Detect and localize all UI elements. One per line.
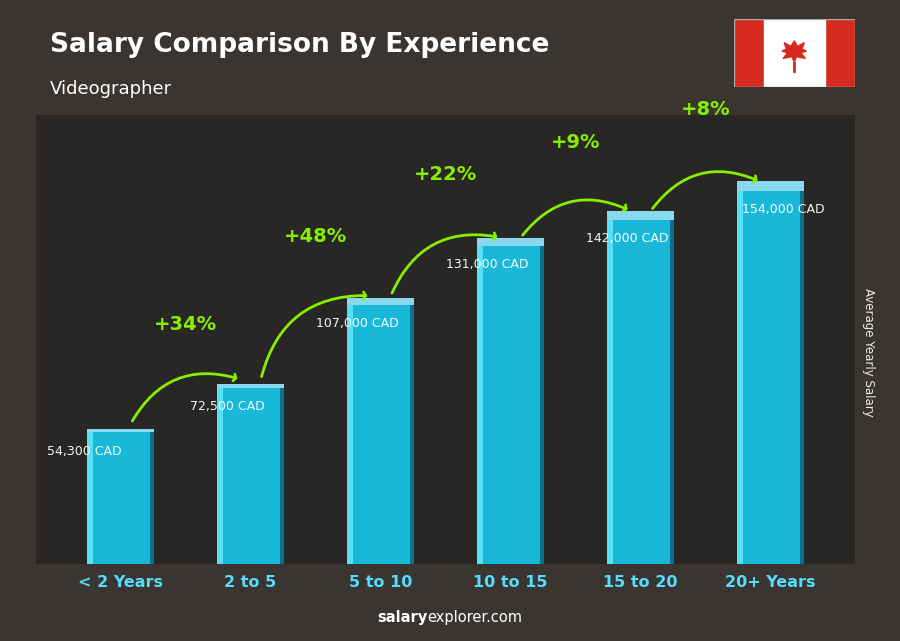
Text: +9%: +9% [551,133,600,153]
Bar [346,304,354,564]
FancyBboxPatch shape [346,298,414,304]
Bar [734,19,764,87]
Bar [86,433,94,564]
FancyBboxPatch shape [607,211,674,220]
Bar [477,246,544,564]
FancyBboxPatch shape [86,429,154,433]
Bar [737,190,805,564]
Text: +34%: +34% [154,315,217,335]
Text: Salary Comparison By Experience: Salary Comparison By Experience [50,32,549,58]
Text: 107,000 CAD: 107,000 CAD [316,317,399,329]
FancyBboxPatch shape [0,26,900,631]
Text: Average Yearly Salary: Average Yearly Salary [862,288,875,417]
Bar [737,190,743,564]
FancyBboxPatch shape [737,181,805,190]
Bar [217,388,284,564]
Bar [824,19,855,87]
Bar [607,220,674,564]
Text: 154,000 CAD: 154,000 CAD [742,203,824,215]
Bar [410,304,414,564]
Bar [477,246,483,564]
Bar [607,220,614,564]
Polygon shape [782,41,806,62]
Text: 131,000 CAD: 131,000 CAD [446,258,528,272]
FancyBboxPatch shape [477,238,544,246]
Text: 72,500 CAD: 72,500 CAD [190,401,265,413]
Text: Videographer: Videographer [50,80,172,98]
Text: +8%: +8% [680,100,730,119]
FancyBboxPatch shape [217,384,284,388]
Bar [764,19,824,87]
Bar [670,220,674,564]
Bar [149,433,154,564]
Bar [346,304,414,564]
Bar [217,388,223,564]
Bar [540,246,544,564]
Text: salary: salary [377,610,427,625]
Text: +48%: +48% [284,227,347,246]
Bar [280,388,284,564]
Text: +22%: +22% [414,165,477,183]
Bar [799,190,805,564]
Text: explorer.com: explorer.com [428,610,523,625]
Bar [86,433,154,564]
Text: 142,000 CAD: 142,000 CAD [586,232,669,245]
Text: 54,300 CAD: 54,300 CAD [47,444,122,458]
